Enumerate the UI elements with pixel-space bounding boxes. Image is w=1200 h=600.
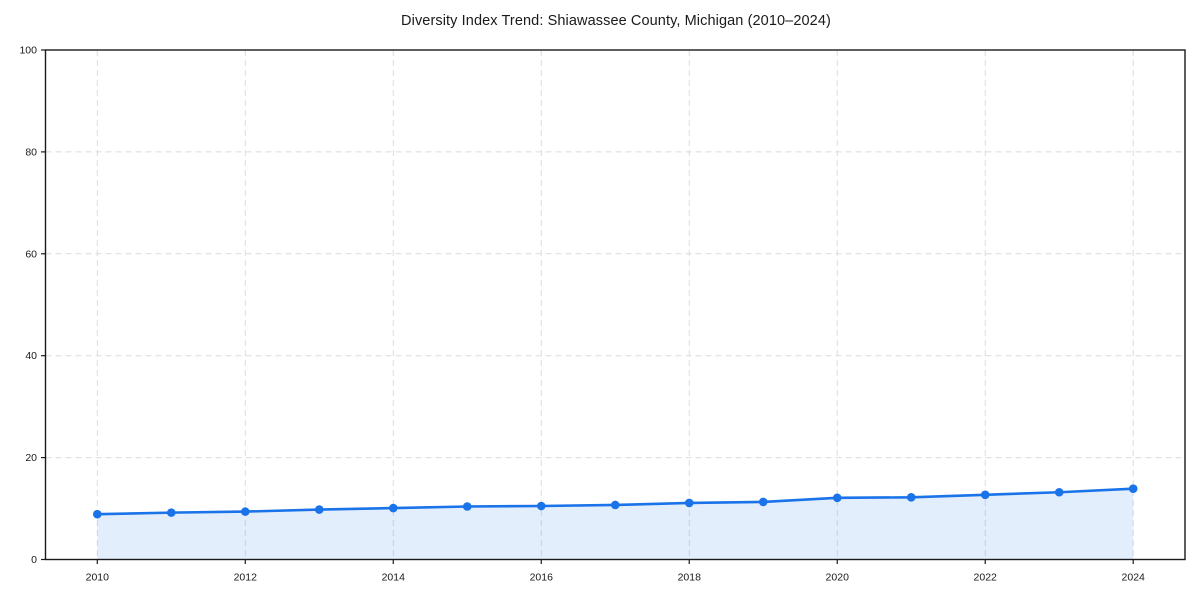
data-point bbox=[906, 493, 916, 502]
series-area-fill bbox=[97, 488, 1134, 560]
data-point bbox=[832, 493, 842, 503]
y-tick-label: 80 bbox=[25, 146, 37, 158]
data-point bbox=[610, 500, 620, 510]
data-point bbox=[758, 497, 768, 507]
y-tick-label: 100 bbox=[19, 45, 37, 57]
data-point bbox=[536, 501, 546, 511]
data-point bbox=[240, 507, 250, 516]
y-tick-label: 20 bbox=[25, 452, 37, 464]
x-tick-label: 2020 bbox=[826, 572, 850, 584]
data-point bbox=[92, 509, 102, 519]
x-tick-label: 2010 bbox=[86, 572, 110, 584]
data-point bbox=[1054, 487, 1064, 497]
y-tick-label: 40 bbox=[25, 350, 37, 362]
x-tick-label: 2018 bbox=[678, 572, 702, 584]
data-point bbox=[462, 502, 472, 511]
x-tick-label: 2022 bbox=[974, 572, 998, 584]
data-point bbox=[388, 503, 398, 513]
y-tick-label: 60 bbox=[25, 248, 37, 260]
data-point bbox=[314, 505, 324, 514]
x-tick-label: 2016 bbox=[530, 572, 554, 584]
data-point bbox=[166, 508, 176, 517]
x-tick-label: 2012 bbox=[234, 572, 258, 584]
chart-title: Diversity Index Trend: Shiawassee County… bbox=[401, 13, 831, 29]
x-tick-label: 2024 bbox=[1122, 572, 1146, 584]
data-point bbox=[684, 498, 694, 508]
data-point bbox=[1128, 484, 1138, 493]
y-tick-label: 0 bbox=[31, 554, 37, 566]
plot-border bbox=[44, 49, 1186, 561]
data-point bbox=[980, 490, 990, 500]
x-tick-label: 2014 bbox=[382, 572, 406, 584]
